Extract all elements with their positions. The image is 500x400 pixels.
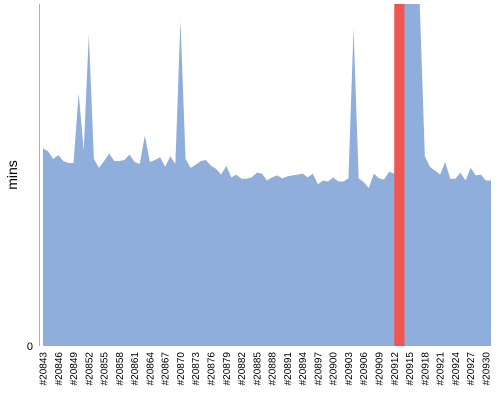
- x-tick-label: #20882: [237, 352, 248, 386]
- x-tick-label: #20915: [405, 352, 416, 386]
- plot-area: [43, 4, 491, 346]
- x-tick-label: #20858: [115, 352, 126, 386]
- x-tick-label: #20864: [145, 352, 156, 386]
- x-tick-label: #20918: [420, 352, 431, 386]
- x-tick-label: #20876: [207, 352, 218, 386]
- x-tick-label: #20873: [191, 352, 202, 386]
- x-tick-label: #20852: [84, 352, 95, 386]
- x-tick-label: #20891: [283, 352, 294, 386]
- highlighted-build-bar: [394, 4, 405, 346]
- x-tick-label: #20894: [298, 352, 309, 386]
- y-axis-ticks: 0: [27, 341, 33, 353]
- y-tick-label: 0: [27, 341, 33, 353]
- x-tick-label: #20846: [54, 352, 65, 386]
- x-tick-label: #20861: [130, 352, 141, 386]
- x-tick-label: #20897: [313, 352, 324, 386]
- duration-area-series: [43, 4, 491, 346]
- x-tick-label: #20930: [481, 352, 492, 386]
- x-tick-label: #20870: [176, 352, 187, 386]
- x-tick-label: #20879: [222, 352, 233, 386]
- x-tick-label: #20927: [466, 352, 477, 386]
- x-tick-label: #20849: [69, 352, 80, 386]
- x-tick-label: #20888: [268, 352, 279, 386]
- x-tick-label: #20885: [252, 352, 263, 386]
- x-tick-label: #20900: [329, 352, 340, 386]
- x-tick-label: #20912: [390, 352, 401, 386]
- x-tick-label: #20867: [161, 352, 172, 386]
- y-axis-title: mins: [4, 160, 20, 190]
- x-tick-label: #20843: [39, 352, 50, 386]
- x-axis-ticks: #20843 #20846 #20849 #20852 #20855 #20858 #208…: [39, 352, 493, 386]
- x-tick-label: #20909: [375, 352, 386, 386]
- x-tick-label: #20906: [359, 352, 370, 386]
- x-tick-label: #20924: [451, 352, 462, 386]
- x-tick-label: #20855: [100, 352, 111, 386]
- x-tick-label: #20921: [436, 352, 447, 386]
- x-tick-label: #20903: [344, 352, 355, 386]
